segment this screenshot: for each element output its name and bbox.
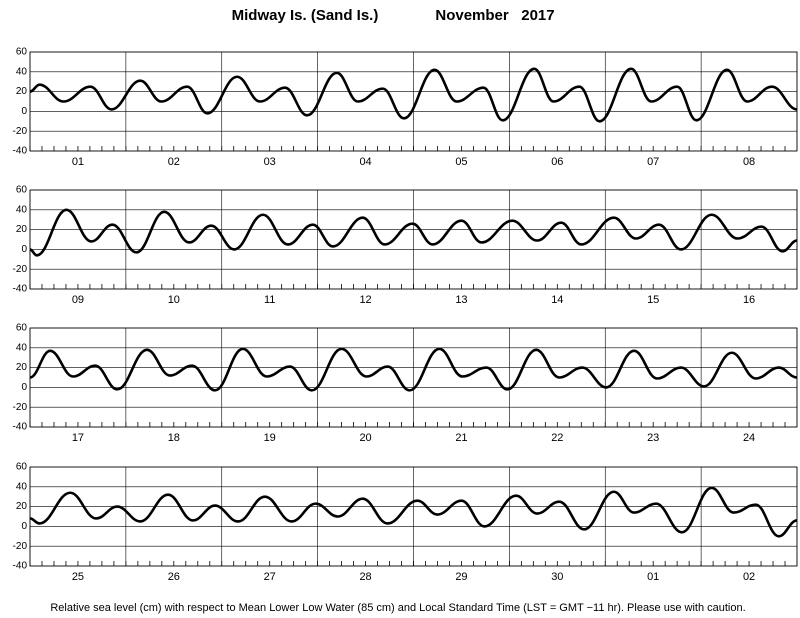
y-tick-label: 0 — [21, 244, 27, 255]
y-tick-label: -40 — [13, 422, 28, 433]
day-label: 06 — [551, 156, 563, 168]
y-tick-label: -40 — [13, 284, 28, 295]
day-label: 02 — [743, 571, 755, 583]
day-label: 25 — [72, 571, 84, 583]
y-tick-label: 0 — [21, 382, 27, 393]
chart-title: Midway Is. (Sand Is.) — [232, 7, 379, 24]
day-label: 15 — [647, 294, 659, 306]
day-label: 23 — [647, 432, 659, 444]
day-label: 01 — [72, 156, 84, 168]
day-label: 17 — [72, 432, 84, 444]
y-tick-label: 20 — [16, 501, 28, 512]
day-label: 12 — [359, 294, 371, 306]
y-tick-label: 60 — [16, 185, 28, 196]
day-label: 27 — [264, 571, 276, 583]
tide-line — [30, 67, 797, 123]
day-label: 22 — [551, 432, 563, 444]
day-label: 21 — [455, 432, 467, 444]
y-tick-label: -40 — [13, 146, 28, 157]
day-label: 11 — [264, 294, 275, 306]
y-tick-label: 60 — [16, 47, 28, 58]
day-label: 07 — [647, 156, 659, 168]
y-tick-label: 40 — [16, 481, 28, 492]
day-label: 14 — [551, 294, 563, 306]
tide-line — [30, 208, 797, 257]
day-label: 08 — [743, 156, 755, 168]
day-label: 13 — [455, 294, 467, 306]
y-tick-label: 20 — [16, 362, 28, 373]
y-tick-label: 60 — [16, 323, 28, 334]
chart-period: November 2017 — [435, 7, 554, 24]
tide-line — [30, 347, 797, 392]
tide-line — [30, 486, 797, 538]
y-tick-label: 60 — [16, 462, 28, 473]
day-label: 19 — [264, 432, 276, 444]
day-label: 30 — [551, 571, 563, 583]
y-tick-label: 40 — [16, 66, 28, 77]
day-label: 29 — [455, 571, 467, 583]
day-label: 18 — [168, 432, 180, 444]
day-label: 03 — [264, 156, 276, 168]
y-tick-label: 20 — [16, 86, 28, 97]
day-label: 26 — [168, 571, 180, 583]
plot-frame — [29, 466, 798, 567]
day-label: 28 — [359, 571, 371, 583]
y-tick-label: -20 — [13, 541, 28, 552]
day-label: 24 — [743, 432, 755, 444]
y-tick-label: -20 — [13, 264, 28, 275]
day-label: 10 — [168, 294, 180, 306]
day-label: 01 — [647, 571, 659, 583]
day-label: 09 — [72, 294, 84, 306]
day-label: 04 — [359, 156, 371, 168]
footnote: Relative sea level (cm) with respect to … — [50, 602, 745, 614]
y-tick-label: 40 — [16, 342, 28, 353]
y-tick-label: 0 — [21, 521, 27, 532]
y-tick-label: -20 — [13, 126, 28, 137]
y-tick-label: 40 — [16, 204, 28, 215]
y-tick-label: -40 — [13, 561, 28, 572]
y-tick-label: -20 — [13, 402, 28, 413]
y-tick-label: 0 — [21, 106, 27, 117]
day-label: 02 — [168, 156, 180, 168]
day-label: 05 — [455, 156, 467, 168]
day-label: 16 — [743, 294, 755, 306]
y-tick-label: 20 — [16, 224, 28, 235]
plot-frame — [29, 51, 798, 152]
day-label: 20 — [359, 432, 371, 444]
